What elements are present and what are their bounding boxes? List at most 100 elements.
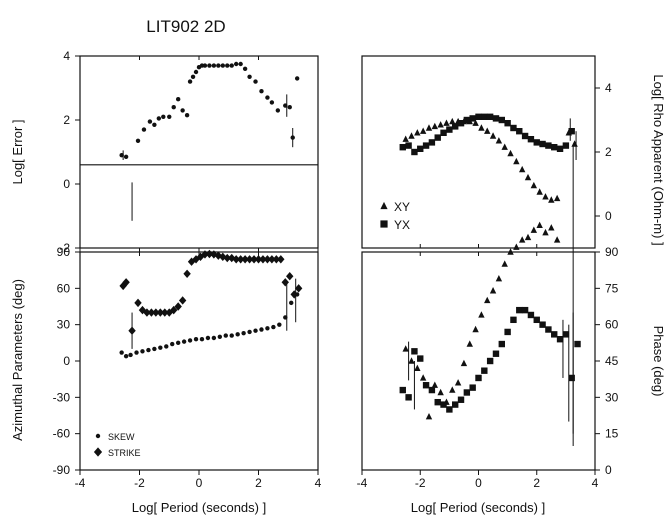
rho-xy-point — [536, 188, 543, 195]
phase-yx-point — [457, 396, 465, 403]
rho-yx-point — [486, 113, 494, 120]
azimuthal-skew-point — [253, 328, 258, 333]
azimuthal-skew-point — [123, 353, 129, 359]
azimuthal-strike-point — [134, 298, 142, 308]
rho-yx-point — [411, 148, 418, 156]
error-data-point — [294, 76, 300, 81]
phase-xy-point — [472, 325, 479, 333]
error-data-point — [269, 100, 275, 105]
azimuthal-strike-point — [286, 272, 294, 281]
phase-xy-point — [530, 226, 538, 233]
rho-yx-point — [475, 113, 482, 120]
azimuthal-strike-point — [122, 278, 130, 287]
rho-yx-point — [568, 128, 575, 135]
phase-yx-point — [475, 374, 482, 382]
phase-yx-point — [533, 316, 540, 324]
phase-xy-point — [548, 224, 555, 231]
phase-yx-point — [452, 401, 459, 408]
error-data-point — [290, 135, 295, 140]
azimuthal-skew-point — [140, 349, 145, 354]
rho-yx-point — [428, 139, 436, 146]
error-data-point — [287, 105, 292, 110]
error-data-point — [184, 113, 190, 118]
phase-xy-point — [553, 236, 561, 243]
error-y-tick-label: 2 — [63, 113, 70, 127]
azimuthal-strike-point — [245, 255, 254, 264]
phase-xy-point — [518, 236, 526, 243]
phase-xy-point — [408, 357, 415, 364]
azimuthal-y-tick-label: 30 — [57, 318, 71, 332]
phase-xy-point — [431, 381, 439, 388]
rho-yx-point — [492, 115, 500, 122]
azimuthal-skew-point — [175, 340, 181, 346]
azimuthal-strike-point — [187, 257, 196, 266]
rho-yx-point — [545, 142, 552, 149]
rho-y-label: Log[ Rho Apparent (Ohm-m) ] — [651, 74, 666, 245]
error-data-point — [216, 63, 221, 68]
phase-yx-point — [440, 401, 447, 408]
phase-yx-point — [469, 384, 476, 391]
azimuthal-legend-marker-strike — [93, 447, 103, 457]
phase-y-tick-label: 90 — [605, 245, 619, 259]
phase-yx-point — [422, 382, 430, 389]
right-x-label: Log[ Period (seconds) ] — [411, 500, 545, 515]
azimuthal-strike-point — [201, 250, 209, 259]
phase-yx-point — [463, 389, 471, 396]
phase-yx-point — [504, 328, 511, 336]
azimuthal-strike-point — [152, 308, 160, 317]
error-data-point — [242, 66, 248, 72]
error-data-point — [238, 61, 243, 67]
phase-xy-point — [501, 260, 508, 267]
phase-y-tick-label: 30 — [605, 390, 619, 404]
azimuthal-strike-point — [236, 255, 245, 264]
azimuthal-y-label: Azimuthal Parameters (deg) — [10, 279, 25, 441]
azimuthal-skew-point — [223, 333, 228, 338]
azimuthal-strike-point — [232, 255, 240, 264]
rho-xy-point — [524, 173, 532, 181]
rho-legend-label-yx: YX — [394, 218, 410, 232]
rho-yx-point — [562, 142, 570, 149]
phase-y-tick-label: 75 — [605, 281, 619, 295]
error-data-point — [190, 74, 196, 80]
azimuthal-y-tick-label: -90 — [53, 463, 71, 477]
error-data-point — [123, 154, 129, 159]
phase-x-tick-label: 0 — [475, 476, 482, 490]
error-panel-frame — [79, 55, 319, 249]
rho-yx-point — [469, 115, 476, 122]
azimuthal-y-tick-label: 90 — [57, 245, 71, 259]
rho-y-tick-label: 4 — [605, 81, 612, 95]
phase-yx-point — [405, 394, 412, 401]
error-y-tick-label: 0 — [63, 177, 70, 191]
rho-yx-point — [434, 134, 441, 141]
phase-xy-point — [425, 413, 433, 420]
phase-xy-point — [513, 243, 520, 250]
error-data-point — [119, 153, 124, 158]
phase-yx-point — [516, 306, 523, 314]
phase-xy-point — [466, 340, 473, 347]
azimuthal-strike-point — [272, 255, 281, 264]
rho-yx-point — [521, 132, 529, 140]
error-data-point — [211, 63, 217, 68]
phase-xy-point — [449, 386, 456, 393]
azimuthal-strike-point — [183, 269, 191, 278]
phase-yx-point — [481, 367, 488, 374]
rho-yx-point — [527, 136, 535, 143]
phase-xy-point — [542, 228, 549, 236]
phase-yx-point — [510, 316, 517, 324]
phase-yx-point — [556, 336, 564, 343]
azimuthal-skew-point — [271, 324, 276, 330]
rho-xy-point — [501, 143, 508, 150]
error-data-point — [147, 119, 153, 124]
azimuthal-strike-point — [178, 296, 187, 305]
rho-xy-point — [402, 135, 409, 142]
rho-yx-point — [452, 123, 459, 130]
rho-yx-point — [446, 126, 453, 133]
error-data-point — [141, 127, 147, 132]
phase-xy-point — [478, 311, 485, 318]
azimuthal-y-tick-label: 0 — [63, 354, 70, 368]
rho-xy-point — [518, 165, 526, 173]
azimuthal-strike-point — [210, 250, 218, 259]
error-data-point — [135, 138, 141, 143]
azimuthal-strike-point — [259, 255, 267, 264]
azimuthal-skew-point — [217, 334, 223, 339]
